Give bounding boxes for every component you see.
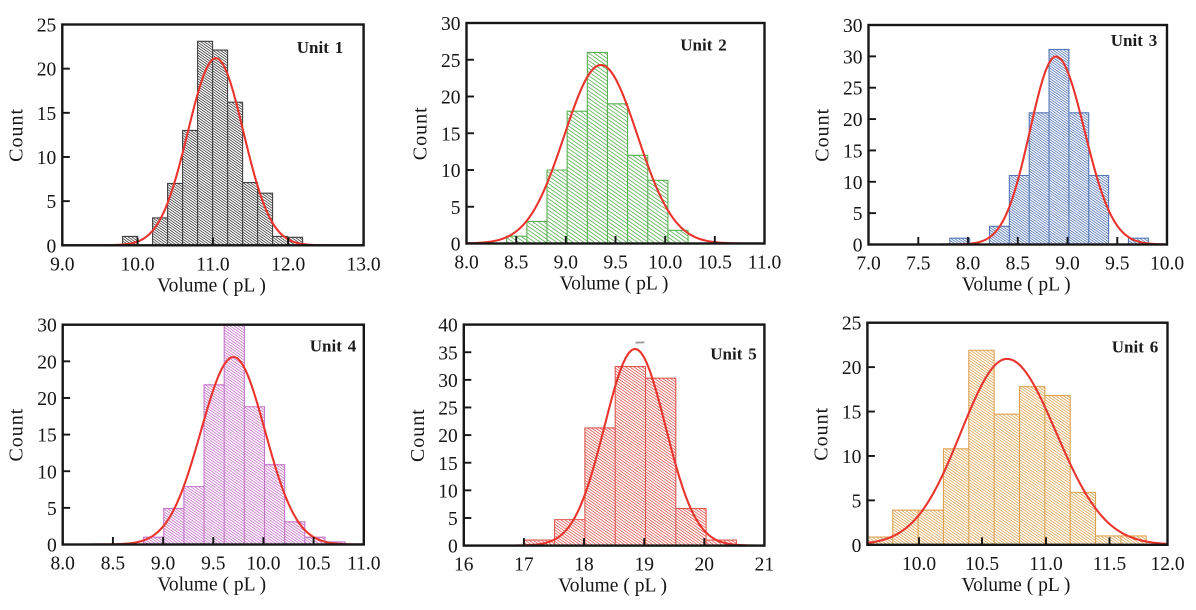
svg-text:5: 5: [47, 499, 57, 520]
svg-text:11.0: 11.0: [347, 554, 380, 575]
svg-text:20: 20: [695, 555, 715, 576]
svg-text:40: 40: [438, 316, 458, 337]
svg-text:25: 25: [843, 79, 863, 100]
svg-text:10.0: 10.0: [902, 554, 936, 575]
svg-text:Volume ( pL ): Volume ( pL ): [560, 274, 669, 295]
svg-text:25: 25: [441, 51, 461, 72]
svg-text:5: 5: [448, 509, 458, 530]
svg-text:Count: Count: [812, 108, 834, 162]
svg-text:12.0: 12.0: [1150, 554, 1184, 575]
svg-text:10.0: 10.0: [1150, 254, 1184, 275]
svg-text:9.0: 9.0: [151, 554, 175, 575]
svg-text:Unit 2: Unit 2: [680, 36, 726, 55]
svg-text:20: 20: [37, 389, 57, 410]
svg-text:8.0: 8.0: [956, 254, 980, 275]
svg-text:25: 25: [842, 314, 862, 335]
svg-text:20: 20: [843, 110, 863, 131]
svg-text:8.5: 8.5: [504, 253, 528, 274]
svg-text:15: 15: [37, 104, 57, 125]
svg-text:21: 21: [755, 555, 775, 576]
svg-text:18: 18: [574, 555, 594, 576]
svg-text:Count: Count: [407, 408, 429, 462]
svg-text:10: 10: [37, 462, 57, 483]
svg-text:10: 10: [842, 447, 862, 468]
svg-text:Unit 1: Unit 1: [297, 38, 343, 57]
svg-text:Volume ( pL ): Volume ( pL ): [157, 575, 266, 596]
svg-text:8.5: 8.5: [1006, 254, 1030, 275]
svg-text:Unit 5: Unit 5: [710, 345, 756, 364]
svg-text:5: 5: [451, 198, 461, 219]
svg-text:Count: Count: [410, 106, 432, 160]
svg-text:10.5: 10.5: [297, 554, 331, 575]
svg-text:16: 16: [454, 555, 474, 576]
svg-text:10: 10: [438, 481, 458, 502]
svg-text:7.5: 7.5: [906, 254, 930, 275]
svg-text:12.0: 12.0: [271, 254, 305, 275]
svg-text:25: 25: [438, 399, 458, 420]
svg-text:10.0: 10.0: [246, 554, 280, 575]
svg-text:30: 30: [843, 47, 863, 68]
svg-text:9.5: 9.5: [603, 253, 627, 274]
svg-text:Count: Count: [6, 408, 28, 462]
svg-text:Unit 3: Unit 3: [1111, 31, 1157, 50]
svg-text:Count: Count: [810, 407, 832, 461]
svg-text:20: 20: [37, 60, 57, 81]
svg-text:15: 15: [441, 124, 461, 145]
svg-text:20: 20: [37, 352, 57, 373]
svg-text:Unit 4: Unit 4: [310, 337, 357, 356]
svg-text:Volume ( pL ): Volume ( pL ): [962, 575, 1071, 596]
svg-text:5: 5: [853, 204, 863, 225]
svg-text:13.0: 13.0: [347, 254, 381, 275]
svg-text:5: 5: [47, 192, 57, 213]
svg-text:19: 19: [634, 555, 654, 576]
svg-text:30: 30: [438, 371, 458, 392]
svg-text:20: 20: [441, 88, 461, 109]
svg-text:5: 5: [852, 491, 862, 512]
svg-text:Volume ( pL ): Volume ( pL ): [558, 576, 667, 597]
svg-text:8.0: 8.0: [51, 554, 75, 575]
svg-text:10: 10: [37, 148, 57, 169]
svg-text:9.0: 9.0: [50, 254, 74, 275]
svg-text:30: 30: [37, 316, 57, 337]
svg-text:10: 10: [843, 173, 863, 194]
svg-text:10.0: 10.0: [648, 253, 682, 274]
svg-text:15: 15: [438, 454, 458, 475]
svg-text:10.5: 10.5: [698, 253, 732, 274]
svg-text:Volume ( pL ): Volume ( pL ): [157, 275, 266, 296]
svg-text:11.0: 11.0: [748, 253, 781, 274]
svg-text:Unit 6: Unit 6: [1112, 338, 1158, 357]
svg-text:15: 15: [37, 426, 57, 447]
svg-text:9.5: 9.5: [201, 554, 225, 575]
svg-text:0: 0: [852, 536, 862, 557]
svg-text:7.0: 7.0: [856, 254, 880, 275]
svg-text:11.0: 11.0: [196, 254, 229, 275]
svg-text:15: 15: [843, 141, 863, 162]
svg-text:10.5: 10.5: [965, 554, 999, 575]
svg-text:11.0: 11.0: [1029, 554, 1062, 575]
svg-text:35: 35: [438, 343, 458, 364]
svg-text:30: 30: [441, 14, 461, 35]
svg-text:15: 15: [842, 403, 862, 424]
svg-text:10.0: 10.0: [121, 254, 155, 275]
svg-text:20: 20: [438, 426, 458, 447]
svg-text:Count: Count: [5, 108, 27, 162]
svg-text:8.0: 8.0: [454, 253, 478, 274]
svg-text:9.0: 9.0: [1055, 254, 1079, 275]
svg-text:25: 25: [37, 16, 57, 37]
svg-text:9.0: 9.0: [554, 253, 578, 274]
svg-text:20: 20: [842, 358, 862, 379]
svg-text:Volume ( pL ): Volume ( pL ): [962, 275, 1071, 296]
svg-text:9.5: 9.5: [1105, 254, 1129, 275]
svg-text:8.5: 8.5: [101, 554, 125, 575]
svg-text:17: 17: [514, 555, 534, 576]
svg-text:30: 30: [843, 16, 863, 37]
svg-text:10: 10: [441, 161, 461, 182]
svg-text:11.5: 11.5: [1093, 554, 1126, 575]
